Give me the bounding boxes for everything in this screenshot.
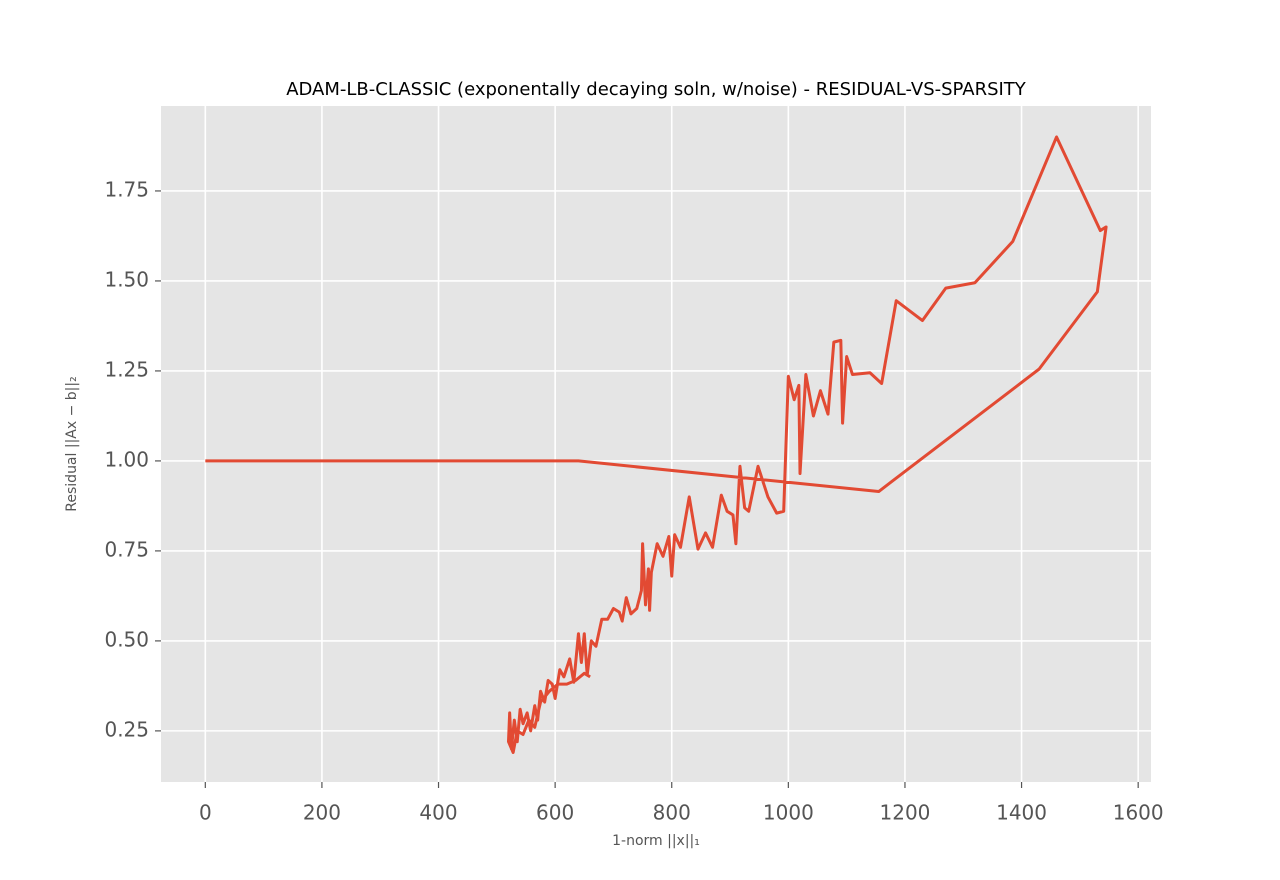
x-tick-label: 800 [653,801,691,825]
x-tick-label: 1400 [996,801,1047,825]
x-tick-label: 1600 [1113,801,1164,825]
x-axis-label: 1-norm ||x||₁ [612,833,700,849]
y-tick-label: 0.75 [104,537,149,561]
x-tick-label: 1200 [880,801,931,825]
chart-title: ADAM-LB-CLASSIC (exponentally decaying s… [286,79,1027,100]
plot-area [161,106,1151,782]
x-tick-label: 600 [536,801,574,825]
y-tick-label: 1.00 [104,447,149,471]
x-tick-label: 200 [303,801,341,825]
y-tick-label: 1.25 [104,357,149,381]
y-tick-label: 0.50 [104,627,149,651]
x-tick-label: 1000 [763,801,814,825]
y-tick-label: 1.50 [104,267,149,291]
x-tick-label: 0 [199,801,212,825]
y-tick-label: 0.25 [104,717,149,741]
y-tick-label: 1.75 [104,177,149,201]
x-tick-label: 400 [419,801,457,825]
series-line [205,135,1108,754]
y-axis-label: Residual ||Ax − b||₂ [64,376,80,511]
